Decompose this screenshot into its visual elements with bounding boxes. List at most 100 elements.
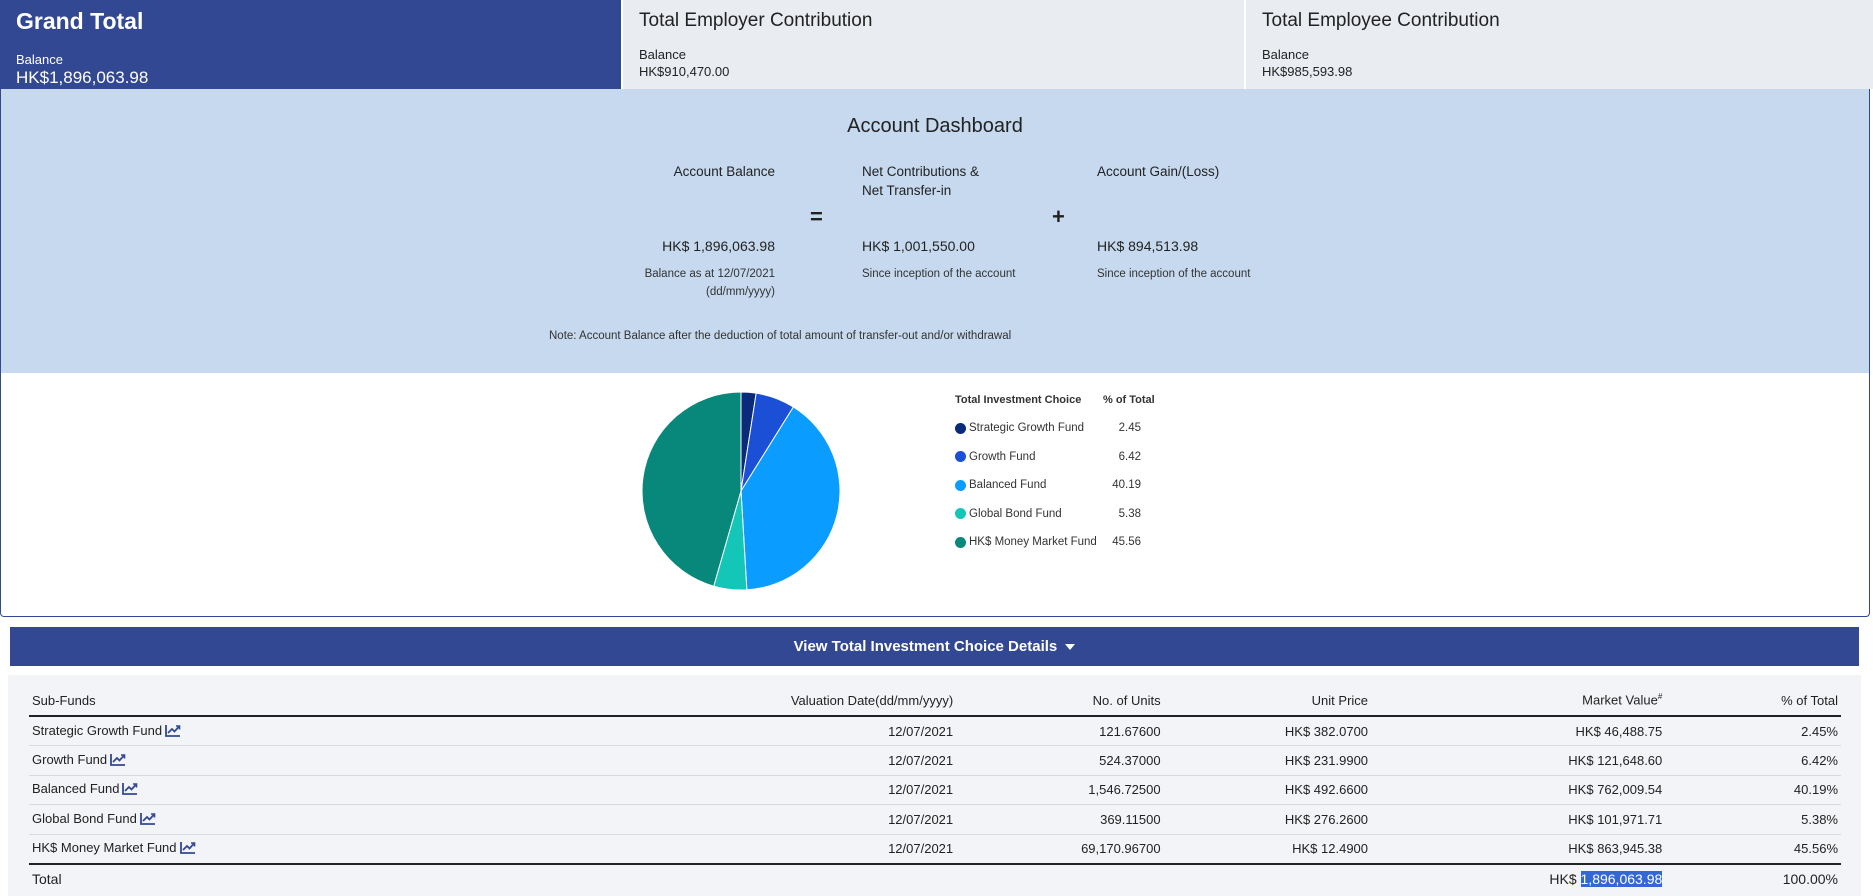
fund-name-cell: Strategic Growth Fund — [29, 716, 347, 746]
legend-swatch — [955, 451, 966, 463]
fund-name-cell: Growth Fund — [29, 745, 347, 776]
legend-header-name: Total Investment Choice — [955, 394, 1082, 406]
account-balance-heading: Account Balance — [673, 164, 775, 179]
account-balance-block: Account Balance HK$ 1,896,063.98 Balance… — [581, 162, 775, 298]
valuation-date-cell: 12/07/2021 — [346, 804, 957, 835]
total-market-value[interactable]: HK$ 1,896,063.98 — [1371, 862, 1666, 893]
grand-total-title: Grand Total — [16, 8, 144, 34]
total-pct: 100.00% — [1665, 862, 1841, 893]
fund-name: Growth Fund — [32, 751, 108, 767]
table-row: Balanced Fund 12/07/2021 1,546.72500 HK$ 49… — [29, 775, 1841, 805]
employer-contribution-title: Total Employer Contribution — [639, 10, 873, 31]
pct-total-cell: 2.45% — [1665, 716, 1841, 746]
pct-total-cell: 5.38% — [1665, 804, 1841, 835]
units-cell: 121.67600 — [956, 716, 1164, 746]
funds-table-wrapper: Sub-Funds Valuation Date(dd/mm/yyyy) No.… — [8, 675, 1861, 896]
summary-cards: Grand Total Balance HK$1,896,063.98 Tota… — [0, 0, 1873, 89]
total-currency: HK$ — [1549, 870, 1577, 887]
trend-chart-icon[interactable] — [165, 724, 181, 740]
grand-total-label: Balance — [16, 52, 63, 67]
table-total-row: Total HK$ 1,896,063.98 100.00% — [29, 862, 1841, 893]
total-value-selected[interactable]: 1,896,063.98 — [1580, 870, 1663, 887]
market-value-cell: HK$ 863,945.38 — [1371, 834, 1666, 864]
employee-balance-label: Balance — [1262, 47, 1309, 62]
net-contributions-amount: HK$ 1,001,550.00 — [862, 238, 975, 254]
plus-sign: + — [1052, 204, 1065, 229]
equals-sign: = — [810, 204, 823, 229]
legend-swatch — [955, 508, 966, 520]
trend-chart-icon[interactable] — [122, 782, 138, 798]
pie-legend: Total Investment Choice % of Total Strat… — [955, 394, 1155, 557]
net-contributions-heading-2: Net Transfer-in — [862, 183, 952, 198]
units-cell: 69,170.96700 — [956, 834, 1164, 864]
account-balance-date: Balance as at 12/07/2021 (dd/mm/yyyy) — [645, 265, 775, 301]
pie-slice-hk-money-market-fund[interactable] — [641, 391, 742, 587]
market-value-cell: HK$ 46,488.75 — [1371, 716, 1666, 746]
units-cell: 1,546.72500 — [956, 775, 1164, 805]
table-row: Global Bond Fund 12/07/2021 369.11500 HK$ 2… — [29, 804, 1841, 835]
investment-pie-chart — [641, 391, 841, 591]
unit-price-cell: HK$ 382.0700 — [1163, 716, 1372, 746]
pct-total-cell: 45.56% — [1665, 834, 1841, 864]
market-value-cell: HK$ 762,009.54 — [1371, 775, 1666, 805]
valuation-date-cell: 12/07/2021 — [346, 834, 957, 864]
legend-label: HK$ Money Market Fund — [969, 536, 1097, 549]
col-header-market-value: Market Value# — [1371, 685, 1666, 717]
col-header-units: No. of Units — [956, 685, 1164, 717]
legend-value: 45.56 — [1112, 536, 1141, 549]
unit-price-cell: HK$ 276.2600 — [1163, 804, 1372, 835]
legend-value: 5.38 — [1118, 507, 1141, 520]
account-gain-block: Account Gain/(Loss) HK$ 894,513.98 Since… — [1097, 162, 1317, 280]
market-value-cell: HK$ 121,648.60 — [1371, 745, 1666, 776]
total-label: Total — [29, 862, 347, 893]
market-value-cell: HK$ 101,971.71 — [1371, 804, 1666, 835]
net-contributions-sub: Since inception of the account — [862, 268, 1016, 280]
col-header-pct-total: % of Total — [1665, 685, 1841, 717]
legend-label: Global Bond Fund — [969, 507, 1062, 520]
legend-value: 2.45 — [1118, 422, 1141, 435]
view-details-button[interactable]: View Total Investment Choice Details — [10, 627, 1859, 666]
trend-chart-icon[interactable] — [179, 841, 196, 857]
employee-contribution-title: Total Employee Contribution — [1262, 10, 1500, 31]
balance-date-text: Balance as at 12/07/2021 — [644, 268, 775, 280]
table-row: Strategic Growth Fund 12/07/2021 121.67600… — [29, 716, 1841, 746]
legend-item: Strategic Growth Fund 2.45 — [955, 414, 1155, 443]
valuation-date-cell: 12/07/2021 — [346, 716, 957, 746]
fund-name: Strategic Growth Fund — [32, 722, 163, 738]
employer-contribution-card[interactable]: Total Employer Contribution Balance HK$9… — [623, 0, 1246, 89]
view-details-label: View Total Investment Choice Details — [793, 638, 1058, 655]
fund-name-cell: Global Bond Fund — [29, 804, 347, 835]
legend-item: Global Bond Fund 5.38 — [955, 500, 1155, 529]
legend-value: 40.19 — [1112, 479, 1141, 492]
account-dashboard: Account Dashboard Account Balance HK$ 1,… — [0, 89, 1870, 373]
legend-label: Growth Fund — [969, 450, 1036, 463]
funds-table: Sub-Funds Valuation Date(dd/mm/yyyy) No.… — [29, 685, 1841, 893]
trend-chart-icon[interactable] — [110, 753, 126, 769]
table-body: Strategic Growth Fund 12/07/2021 121.67600… — [29, 716, 1841, 864]
legend-rows: Strategic Growth Fund 2.45 Growth Fund 6.42… — [955, 414, 1155, 557]
grand-total-card[interactable]: Grand Total Balance HK$1,896,063.98 — [0, 0, 623, 89]
pie-slice-balanced-fund[interactable] — [740, 406, 841, 591]
legend-header: Total Investment Choice % of Total — [955, 394, 1155, 406]
legend-value: 6.42 — [1118, 450, 1141, 463]
col-header-sub-funds: Sub-Funds — [29, 685, 347, 717]
legend-label: Balanced Fund — [969, 479, 1047, 492]
employee-contribution-card[interactable]: Total Employee Contribution Balance HK$9… — [1246, 0, 1873, 89]
table-row: Growth Fund 12/07/2021 524.37000 HK$ 231.99… — [29, 745, 1841, 776]
pct-total-cell: 40.19% — [1665, 775, 1841, 805]
col-header-unit-price: Unit Price — [1163, 685, 1372, 717]
fund-name: Global Bond Fund — [32, 810, 137, 826]
legend-label: Strategic Growth Fund — [969, 422, 1085, 435]
trend-chart-icon[interactable] — [139, 812, 156, 828]
net-contributions-block: Net Contributions & Net Transfer-in HK$ … — [862, 162, 1062, 280]
investment-chart-section: Total Investment Choice % of Total Strat… — [0, 373, 1870, 617]
grand-total-value: HK$1,896,063.98 — [16, 68, 149, 87]
employee-balance-value: HK$985,593.98 — [1262, 64, 1353, 79]
table-header-row: Sub-Funds Valuation Date(dd/mm/yyyy) No.… — [29, 685, 1841, 717]
fund-name-cell: HK$ Money Market Fund — [29, 834, 347, 864]
legend-swatch — [955, 479, 966, 491]
unit-price-cell: HK$ 231.9900 — [1163, 745, 1372, 776]
legend-swatch — [955, 536, 966, 548]
market-value-label: Market Value — [1582, 692, 1658, 708]
unit-price-cell: HK$ 492.6600 — [1163, 775, 1372, 805]
